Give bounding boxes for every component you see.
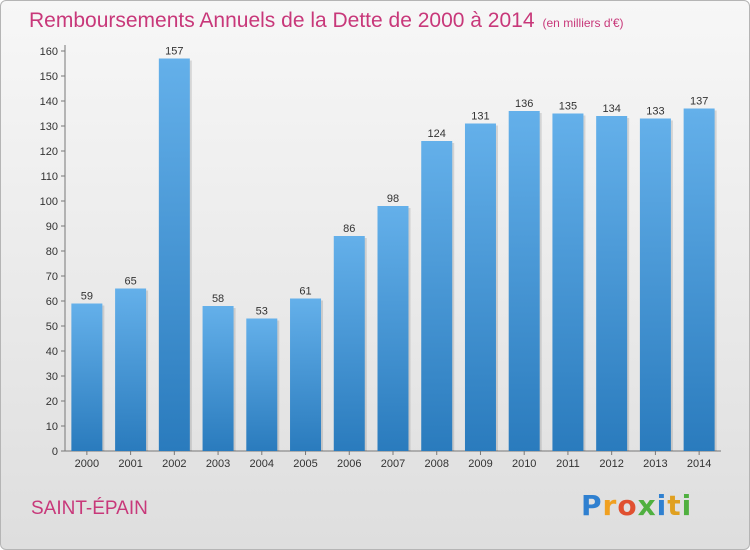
y-tick-label: 60 (46, 296, 58, 308)
x-tick-label: 2014 (687, 458, 711, 470)
x-tick-label: 2005 (293, 458, 317, 470)
value-label: 65 (124, 276, 136, 288)
bar-2008 (421, 141, 453, 451)
value-label: 134 (602, 103, 620, 115)
x-tick-label: 2010 (512, 458, 536, 470)
logo-letter: i (681, 489, 693, 522)
x-tick-label: 2006 (337, 458, 361, 470)
x-tick-label: 2011 (556, 458, 580, 470)
x-tick-label: 2013 (643, 458, 667, 470)
y-tick-label: 40 (46, 346, 58, 358)
x-tick-label: 2012 (599, 458, 623, 470)
y-tick-label: 130 (40, 121, 58, 133)
chart-title-text: Remboursements Annuels de la Dette de 20… (29, 9, 535, 32)
y-tick-label: 70 (46, 271, 58, 283)
y-tick-label: 110 (40, 171, 58, 183)
bar-2000 (71, 303, 103, 451)
bar-2012 (596, 116, 628, 451)
value-label: 136 (515, 98, 533, 110)
y-tick-label: 150 (40, 71, 58, 83)
y-tick-label: 120 (40, 146, 58, 158)
chart-unit: (en milliers d'€) (542, 16, 624, 30)
bar-2007 (377, 206, 409, 451)
bar-2009 (464, 123, 496, 451)
x-tick-label: 2008 (424, 458, 448, 470)
value-label: 131 (471, 111, 489, 123)
value-label: 86 (343, 223, 355, 235)
y-tick-label: 90 (46, 221, 58, 233)
y-tick-label: 0 (52, 446, 58, 458)
value-label: 135 (559, 101, 577, 113)
value-label: 137 (690, 96, 708, 108)
y-tick-label: 50 (46, 321, 58, 333)
value-label: 59 (81, 291, 93, 303)
value-label: 124 (428, 128, 446, 140)
y-tick-label: 30 (46, 371, 58, 383)
bar-2002 (158, 58, 190, 451)
x-tick-label: 2004 (250, 458, 274, 470)
bar-2011 (552, 113, 584, 451)
chart-title: Remboursements Annuels de la Dette de 20… (29, 9, 624, 33)
y-tick-label: 10 (46, 421, 58, 433)
y-tick-label: 20 (46, 396, 58, 408)
y-tick-label: 80 (46, 246, 58, 258)
bar-2014 (683, 108, 715, 451)
value-label: 98 (387, 193, 399, 205)
bar-2003 (202, 306, 234, 451)
bar-2006 (333, 236, 365, 451)
x-tick-label: 2003 (206, 458, 230, 470)
logo-letter: r (602, 489, 618, 522)
y-tick-label: 160 (40, 46, 58, 58)
y-tick-label: 140 (40, 96, 58, 108)
value-label: 157 (165, 46, 183, 58)
bar-2013 (639, 118, 671, 451)
x-tick-label: 2000 (75, 458, 99, 470)
logo-letter: t (667, 489, 682, 522)
bar-2010 (508, 111, 540, 451)
logo-letter: o (617, 489, 638, 522)
bar-2004 (246, 318, 278, 451)
proxiti-logo: Proxiti (581, 489, 692, 522)
x-tick-label: 2001 (118, 458, 142, 470)
bar-2001 (115, 288, 147, 451)
commune-name: SAINT-ÉPAIN (31, 498, 148, 519)
value-label: 58 (212, 293, 224, 305)
bar-2005 (290, 298, 322, 451)
x-tick-label: 2009 (468, 458, 492, 470)
value-label: 61 (299, 286, 311, 298)
logo-letter: i (656, 489, 668, 522)
logo-letter: P (581, 489, 603, 522)
x-tick-label: 2002 (162, 458, 186, 470)
logo-letter: x (637, 489, 657, 522)
y-tick-label: 100 (40, 196, 58, 208)
value-label: 133 (646, 106, 664, 118)
value-label: 53 (256, 306, 268, 318)
x-tick-label: 2007 (381, 458, 405, 470)
